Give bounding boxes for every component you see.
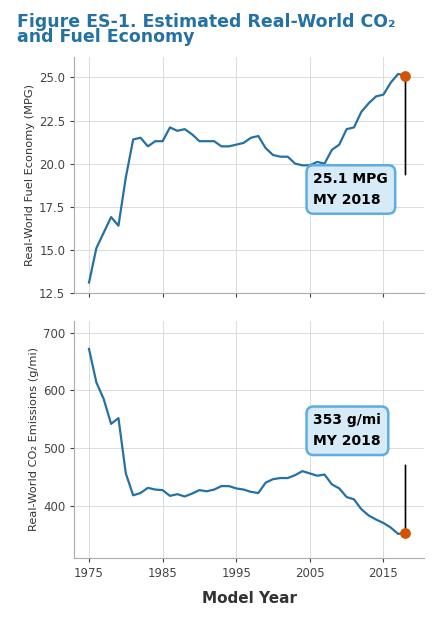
Text: 25.1 MPG
MY 2018: 25.1 MPG MY 2018 <box>313 172 388 207</box>
Y-axis label: Real-World CO₂ Emissions (g/mi): Real-World CO₂ Emissions (g/mi) <box>29 347 39 532</box>
X-axis label: Model Year: Model Year <box>201 591 297 605</box>
Y-axis label: Real-World Fuel Economy (MPG): Real-World Fuel Economy (MPG) <box>25 84 35 266</box>
Text: Figure ES-1. Estimated Real-World CO₂: Figure ES-1. Estimated Real-World CO₂ <box>17 13 396 31</box>
Text: and Fuel Economy: and Fuel Economy <box>17 28 195 46</box>
Text: 353 g/mi
MY 2018: 353 g/mi MY 2018 <box>313 413 382 448</box>
Point <box>402 528 409 538</box>
Point <box>402 71 409 81</box>
